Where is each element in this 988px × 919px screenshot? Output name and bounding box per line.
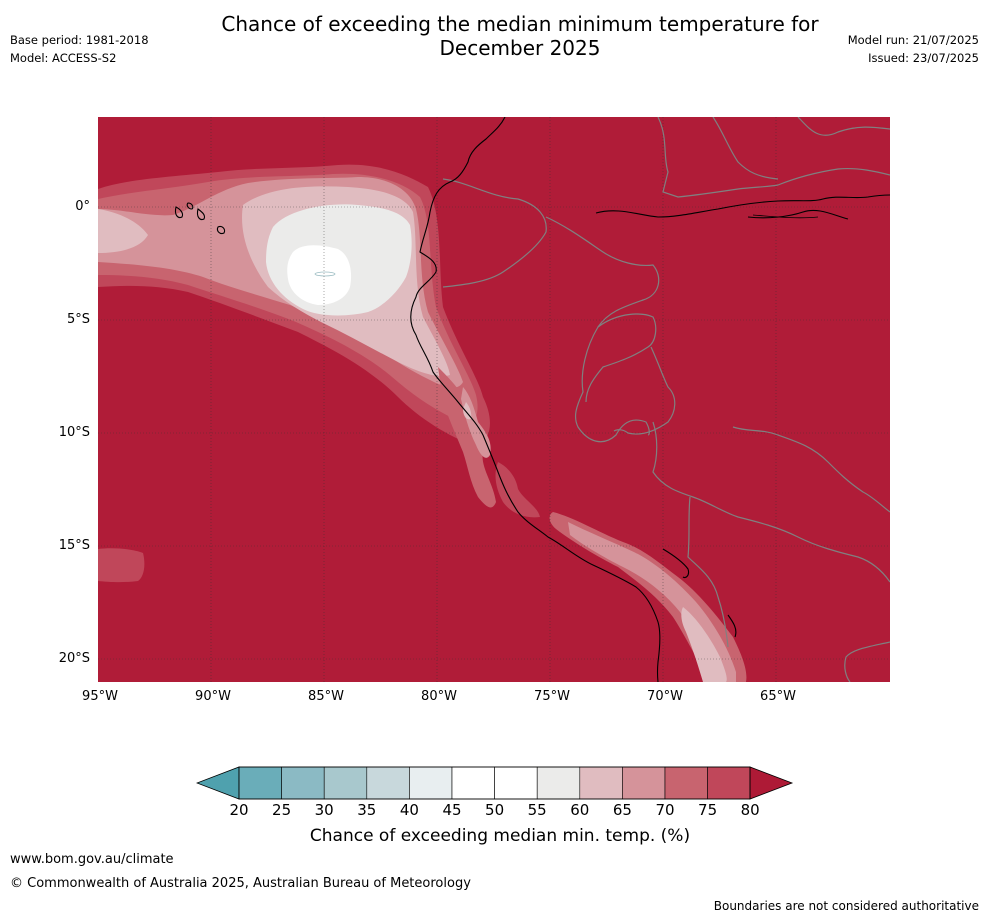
title-line-1: Chance of exceeding the median minimum t… [221,12,819,36]
colorbar-tick-label: 35 [357,801,377,819]
lon-label-80w: 80°W [421,689,457,704]
map-title: Chance of exceeding the median minimum t… [150,12,890,60]
base-period: Base period: 1981-2018 [10,33,149,47]
colorbar-tick-label: 75 [698,801,718,819]
lat-label-15s: 15°S [58,538,90,553]
colorbar-tick-label: 65 [612,801,632,819]
colorbar [196,766,794,800]
colorbar-segment [323,766,368,800]
lon-label-65w: 65°W [760,689,796,704]
contour-50 [287,245,352,305]
colorbar-tick-label: 60 [570,801,590,819]
southern-contour-60 [681,607,727,682]
contour-45-isoline [314,271,336,277]
colorbar-tick-label: 20 [229,801,249,819]
colorbar-segment [622,766,666,800]
lon-label-95w: 95°W [82,689,118,704]
colorbar-segment [366,766,410,800]
colorbar-segment [281,766,325,800]
coastal-contour-70 [438,367,496,508]
coastlines [174,117,890,682]
lat-label-0: 0° [75,199,90,214]
colorbar-tick-label: 50 [485,801,505,819]
footer-copyright: © Commonwealth of Australia 2025, Austra… [10,876,471,891]
colorbar-over-arrow [749,766,794,800]
colorbar-segment [238,766,282,800]
colorbar-segments [238,766,751,800]
colorbar-under-arrow [196,766,240,800]
colorbar-title: Chance of exceeding median min. temp. (%… [309,826,691,846]
model-name: Model: ACCESS-S2 [10,51,117,65]
colorbar-segment [494,766,538,800]
lon-label-85w: 85°W [308,689,344,704]
colorbar-tick-label: 40 [399,801,419,819]
colorbar-tick-label: 45 [442,801,462,819]
colorbar-segment [707,766,751,800]
colorbar-frame [238,766,751,800]
coastal-contour-60 [402,322,472,420]
meta-right: Model run: 21/07/2025 Issued: 23/07/2025 [848,31,979,67]
meta-left: Base period: 1981-2018 Model: ACCESS-S2 [10,31,149,67]
lat-label-10s: 10°S [58,425,90,440]
model-run: Model run: 21/07/2025 [847,33,979,47]
forecast-map [98,117,890,682]
footer-disclaimer: Boundaries are not considered authoritat… [713,899,979,913]
colorbar-tick-label: 25 [272,801,292,819]
colorbar-tick-label: 80 [740,801,760,819]
title-line-2: December 2025 [439,36,601,60]
colorbar-segment [409,766,453,800]
lat-label-5s: 5°S [66,312,90,327]
colorbar-segment [451,766,495,800]
footer-url: www.bom.gov.au/climate [10,852,174,867]
lon-label-70w: 70°W [647,689,683,704]
lat-label-20s: 20°S [58,651,90,666]
colorbar-tick-label: 30 [314,801,334,819]
colorbar-segment [579,766,623,800]
issued-date: Issued: 23/07/2025 [868,51,979,65]
country-borders [442,117,890,682]
colorbar-tick-label: 70 [655,801,675,819]
coastal-contour-65 [461,387,491,458]
lon-label-75w: 75°W [534,689,570,704]
southern-contour-75 [495,462,540,518]
west-contour-75 [98,548,145,583]
graticule [98,117,890,682]
colorbar-tick-label: 55 [527,801,547,819]
colorbar-segment [664,766,708,800]
lon-label-90w: 90°W [195,689,231,704]
colorbar-segment [536,766,581,800]
